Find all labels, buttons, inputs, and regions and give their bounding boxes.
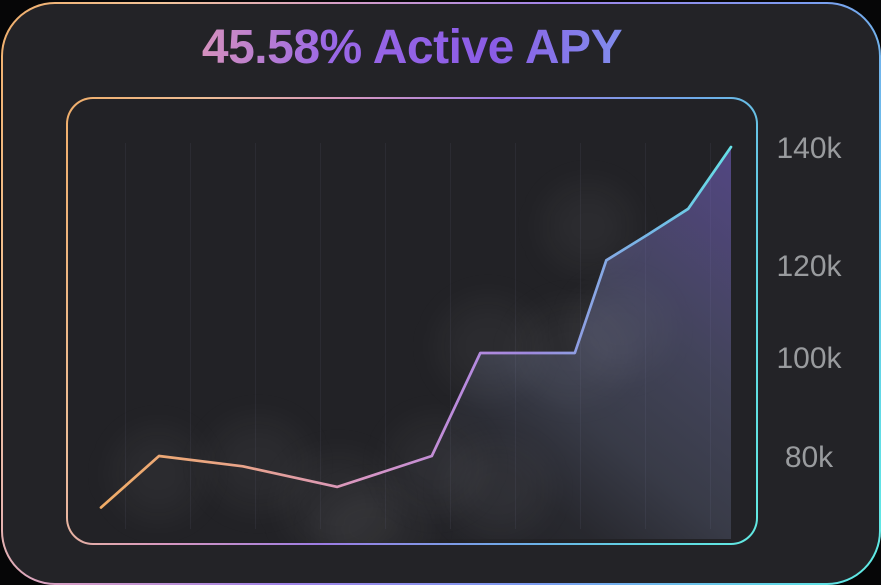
gridline — [320, 143, 321, 529]
apy-area-fill — [101, 147, 731, 539]
y-axis-tick-80k: 80k — [784, 441, 834, 474]
chart-plot-area — [66, 97, 758, 545]
apy-line — [99, 145, 733, 509]
gridline — [255, 143, 256, 529]
card-title: 45.58% Active APY — [3, 20, 821, 75]
gridline — [450, 143, 451, 529]
y-axis-tick-120k: 120k — [776, 250, 842, 283]
gridline — [385, 143, 386, 529]
y-axis-tick-100k: 100k — [776, 342, 842, 375]
gridline — [190, 143, 191, 529]
gridline — [125, 143, 126, 529]
gridline — [515, 143, 516, 529]
apy-area-chart — [99, 145, 733, 539]
y-axis-tick-140k: 140k — [776, 132, 842, 165]
